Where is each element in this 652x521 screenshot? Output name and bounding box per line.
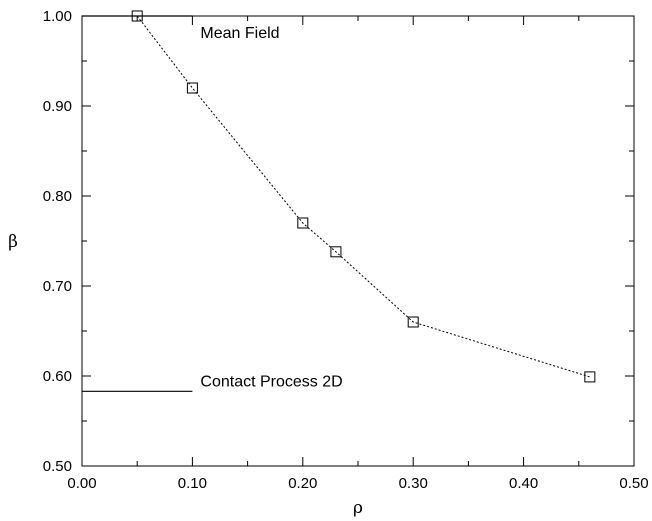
data-point-marker [186, 82, 198, 94]
x-tick-label: 0.10 [178, 475, 207, 492]
x-axis-label: ρ [353, 498, 363, 518]
y-axis-label: β [8, 232, 18, 252]
x-tick-label: 0.50 [619, 475, 648, 492]
x-tick-label: 0.00 [67, 475, 96, 492]
x-tick-label: 0.20 [288, 475, 317, 492]
series [131, 10, 596, 383]
data-point-marker [407, 316, 419, 328]
data-point-marker [330, 246, 342, 258]
y-tick-label: 0.60 [43, 368, 72, 385]
y-tick-label: 0.70 [43, 278, 72, 295]
data-point-marker [131, 10, 143, 22]
y-tick-label: 0.50 [43, 458, 72, 475]
plot-frame [81, 15, 635, 467]
reference-lines: Mean Field Contact Process 2D [82, 15, 343, 392]
reference-line-label: Mean Field [200, 25, 279, 42]
ticks: 0.00 0.10 0.20 0.30 0.40 0.50 0.50 0.60 0.70 0.80… [43, 8, 649, 492]
data-point-marker [297, 217, 309, 229]
series-line [136, 15, 590, 378]
x-tick-label: 0.30 [399, 475, 428, 492]
y-tick-label: 1.00 [43, 8, 72, 25]
x-tick-label: 0.40 [509, 475, 538, 492]
data-point-marker [584, 371, 596, 383]
y-tick-label: 0.90 [43, 98, 72, 115]
reference-line-label: Contact Process 2D [200, 373, 342, 390]
y-tick-label: 0.80 [43, 188, 72, 205]
